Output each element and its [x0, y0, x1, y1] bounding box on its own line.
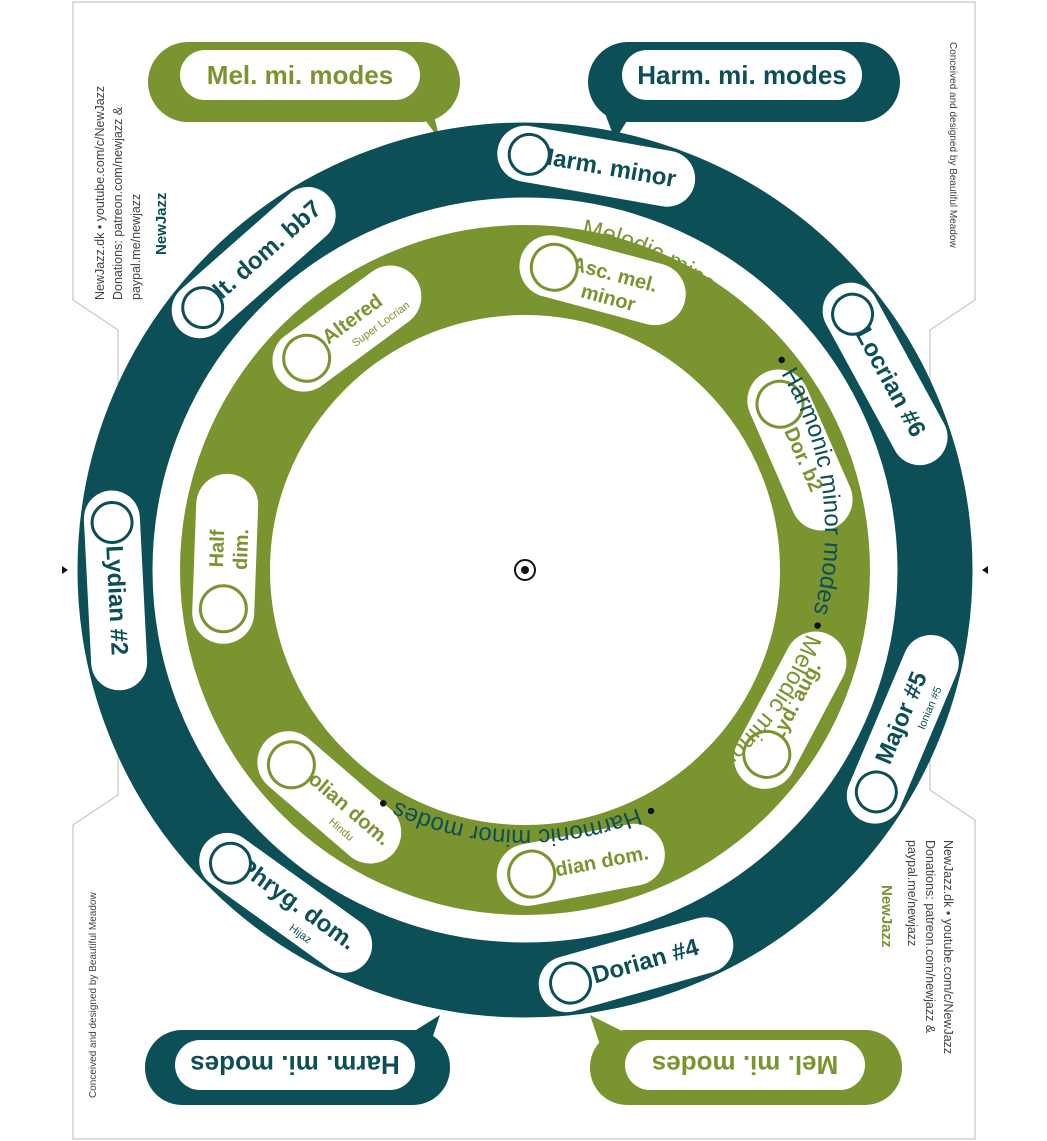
svg-text:paypal.me/newjazz: paypal.me/newjazz	[129, 194, 143, 300]
credits-bottom-right: NewJazz.dk • youtube.com/c/NewJazz Donat…	[878, 840, 955, 1054]
hole-circle-icon	[854, 770, 898, 814]
inner-mode-name-line2: dim.	[230, 528, 253, 570]
hole-circle-icon	[507, 849, 557, 899]
outer-mode-name: Lydian #2	[100, 545, 133, 656]
left-arrow-icon	[62, 566, 68, 574]
outer-mode-pill	[83, 490, 148, 691]
svg-text:Donations: patreon.com/newjazz: Donations: patreon.com/newjazz &	[111, 106, 125, 300]
svg-text:[7]: [7]	[423, 955, 452, 985]
svg-text:paypal.me/newjazz: paypal.me/newjazz	[905, 840, 919, 946]
tab-bottom-right-label: Mel. mi. modes	[652, 1050, 838, 1080]
hole-circle-icon	[198, 584, 248, 634]
inner-mode-1[interactable]: Dor. b2	[738, 360, 863, 541]
tab-top-left-label: Mel. mi. modes	[207, 60, 393, 90]
inner-mode-0[interactable]: Asc. mel.minor	[512, 228, 692, 332]
svg-text:[Ma7#5]: [Ma7#5]	[923, 526, 949, 606]
svg-text:NewJazz.dk • youtube.com/c/New: NewJazz.dk • youtube.com/c/NewJazz	[93, 86, 107, 300]
tab-bottom-left[interactable]: Harm. mi. modes	[145, 1015, 450, 1105]
credits-bottom-left: Conceived and designed by Beautiful Mead…	[88, 892, 99, 1098]
hole-circle-icon	[755, 379, 805, 429]
hole-circle-icon	[282, 333, 332, 383]
tab-top-right[interactable]: Harm. mi. modes	[588, 42, 900, 140]
outer-chord-label: [7]	[423, 955, 452, 985]
tab-bottom-right[interactable]: Mel. mi. modes	[590, 1015, 902, 1105]
svg-text:NewJazz.dk • youtube.com/c/New: NewJazz.dk • youtube.com/c/NewJazz	[941, 840, 955, 1054]
outer-mode-3[interactable]: Dorian #4	[532, 911, 740, 1019]
outer-mode-0[interactable]: Harm. minor	[493, 121, 700, 211]
inner-mode-name: Half	[206, 529, 229, 568]
hole-circle-icon	[208, 841, 252, 885]
tab-bottom-left-label: Harm. mi. modes	[190, 1050, 400, 1080]
inner-mode-3[interactable]: Lydian dom.	[492, 819, 671, 911]
page-outline	[72, 1, 976, 1140]
hole-circle-icon	[507, 132, 551, 176]
inner-mode-5[interactable]: Half dim.	[191, 473, 259, 645]
tab-top-right-label: Harm. mi. modes	[637, 60, 847, 90]
right-arrow-icon	[982, 566, 988, 574]
hole-circle-icon	[90, 500, 134, 544]
hole-circle-icon	[266, 740, 316, 790]
credits-top-left: NewJazz.dk • youtube.com/c/NewJazz Donat…	[93, 86, 170, 300]
hole-circle-icon	[831, 292, 875, 336]
center-pin-dot	[521, 566, 529, 574]
inner-ring-labels: Asc. mel.minor[miMa7]Dor. b2[mi7]Lyd. au…	[191, 228, 863, 911]
credits-top-right: Conceived and designed by Beautiful Mead…	[947, 42, 958, 248]
hole-circle-icon	[181, 286, 225, 330]
outer-mode-5[interactable]: Lydian #2	[82, 489, 148, 692]
hole-circle-icon	[549, 961, 593, 1005]
hole-circle-icon	[742, 729, 792, 779]
svg-text:Donations: patreon.com/newjazz: Donations: patreon.com/newjazz &	[923, 840, 937, 1034]
outer-chord-label: [Ma7#5]	[923, 526, 949, 606]
hole-circle-icon	[529, 242, 579, 292]
tab-top-left[interactable]: Mel. mi. modes	[148, 42, 460, 140]
newjazz-logo-bottom: NewJazz	[878, 885, 895, 948]
newjazz-logo-top: NewJazz	[153, 192, 170, 255]
inner-mode-2[interactable]: Lyd. aug.	[723, 621, 857, 800]
